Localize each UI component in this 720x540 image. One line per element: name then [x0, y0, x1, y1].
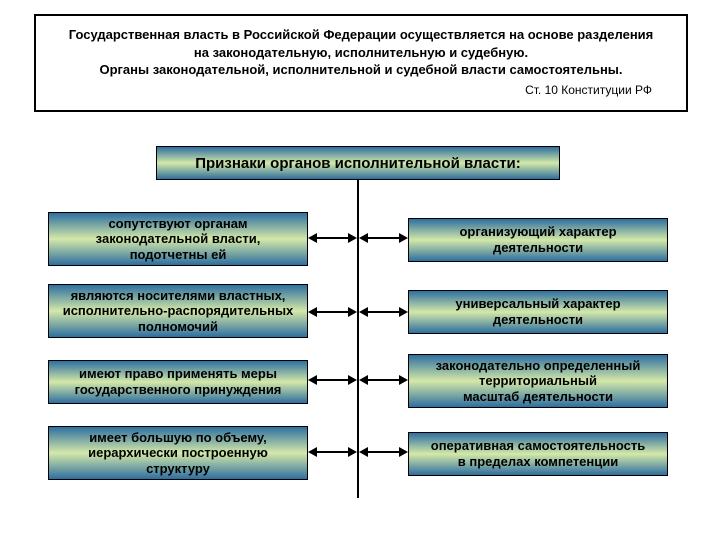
diagram-header-text: Признаки органов исполнительной власти: — [195, 155, 521, 172]
feature-text: организующий характердеятельности — [459, 224, 616, 255]
quote-text: Государственная власть в Российской Феде… — [50, 26, 672, 79]
feature-box-right-3: оперативная самостоятельностьв пределах … — [408, 432, 668, 476]
double-arrow — [359, 305, 408, 319]
diagram-header: Признаки органов исполнительной власти: — [156, 146, 560, 180]
feature-box-right-0: организующий характердеятельности — [408, 218, 668, 262]
feature-box-left-0: сопутствуют органамзаконодательной власт… — [48, 212, 308, 266]
feature-text: имеют право применять мерыгосударственно… — [75, 366, 282, 397]
double-arrow — [359, 445, 408, 459]
quote-line-2: на законодательную, исполнительную и суд… — [194, 45, 528, 60]
feature-box-right-1: универсальный характердеятельности — [408, 290, 668, 334]
feature-box-right-2: законодательно определенныйтерриториальн… — [408, 354, 668, 408]
feature-text: оперативная самостоятельностьв пределах … — [431, 438, 646, 469]
feature-text: являются носителями властных,исполнитель… — [63, 288, 294, 335]
feature-text: универсальный характердеятельности — [455, 296, 620, 327]
double-arrow — [308, 445, 357, 459]
feature-box-left-1: являются носителями властных,исполнитель… — [48, 284, 308, 338]
quote-citation: Ст. 10 Конституции РФ — [50, 83, 672, 97]
feature-text: сопутствуют органамзаконодательной власт… — [96, 216, 261, 263]
double-arrow — [359, 373, 408, 387]
feature-text: законодательно определенныйтерриториальн… — [436, 358, 641, 405]
feature-text: имеет большую по объему,иерархически пос… — [88, 430, 268, 477]
double-arrow — [359, 231, 408, 245]
double-arrow — [308, 305, 357, 319]
double-arrow — [308, 373, 357, 387]
feature-box-left-3: имеет большую по объему,иерархически пос… — [48, 426, 308, 480]
feature-box-left-2: имеют право применять мерыгосударственно… — [48, 360, 308, 404]
constitution-quote-box: Государственная власть в Российской Феде… — [34, 14, 688, 112]
quote-line-1: Государственная власть в Российской Феде… — [69, 27, 654, 42]
quote-line-3: Органы законодательной, исполнительной и… — [99, 62, 622, 77]
double-arrow — [308, 231, 357, 245]
